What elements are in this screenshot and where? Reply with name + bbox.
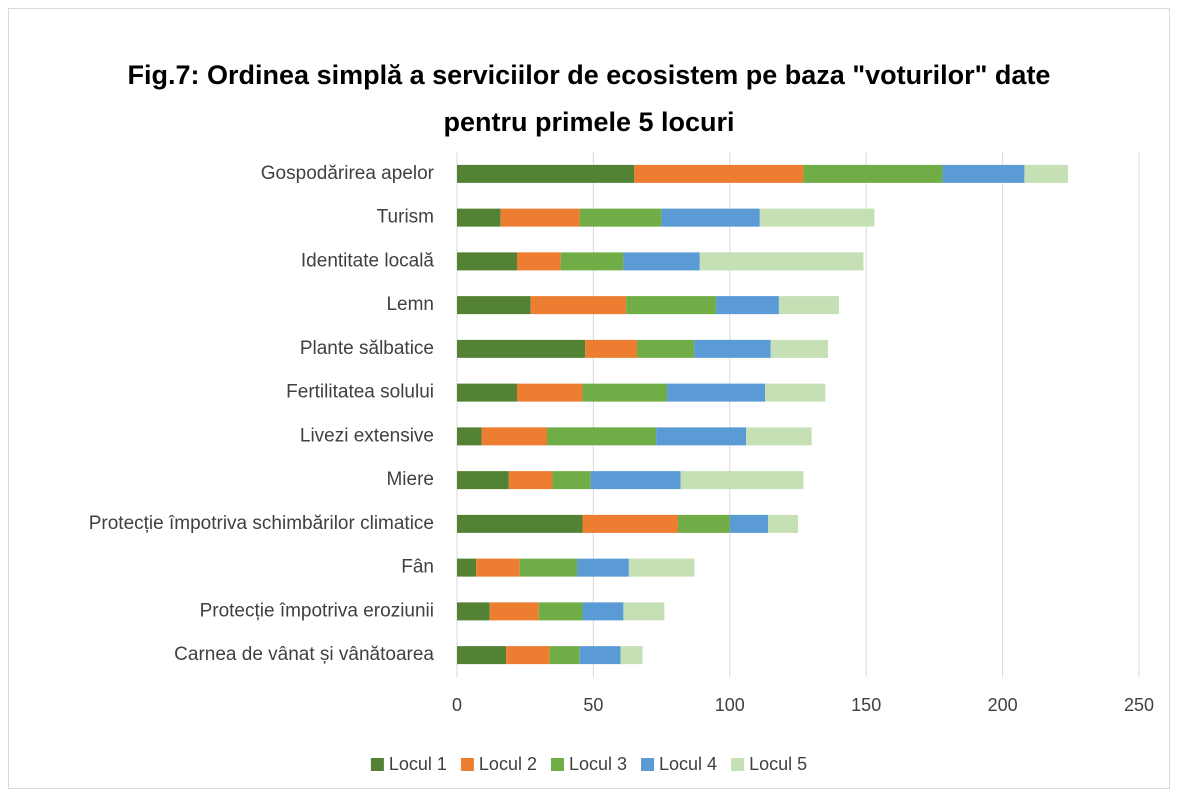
bar-segment xyxy=(457,339,586,358)
bar-segment xyxy=(457,296,531,315)
x-tick-label: 150 xyxy=(851,695,881,715)
legend-label: Locul 5 xyxy=(749,754,807,774)
bar-segment xyxy=(770,339,829,358)
bar-segment xyxy=(716,296,779,315)
y-tick-label: Protecție împotriva schimbărilor climati… xyxy=(89,513,434,534)
legend-label: Locul 2 xyxy=(479,754,537,774)
legend-swatch xyxy=(731,758,745,771)
bar-segment xyxy=(759,208,875,227)
y-tick-label: Lemn xyxy=(386,294,434,315)
bar-segment xyxy=(620,646,643,665)
legend-label: Locul 1 xyxy=(389,754,447,774)
bar-segment xyxy=(560,252,624,271)
bar-segment xyxy=(634,164,804,183)
bar-segment xyxy=(623,602,665,621)
bar-segment xyxy=(457,646,507,665)
chart-title: Fig.7: Ordinea simplă a serviciilor de e… xyxy=(127,60,1051,137)
bar-segment xyxy=(637,339,695,358)
bar-segment xyxy=(582,514,678,533)
bar-segment xyxy=(577,558,629,577)
bar-segment xyxy=(1024,164,1069,183)
legend-label: Locul 4 xyxy=(659,754,717,774)
bar-segment xyxy=(457,252,518,271)
bar-segment xyxy=(582,383,668,402)
bar-segment xyxy=(457,558,477,577)
bar-segment xyxy=(506,646,550,665)
bar-segment xyxy=(661,208,760,227)
y-tick-label: Plante sălbatice xyxy=(300,338,434,359)
bar-segment xyxy=(590,471,681,490)
y-tick-label: Miere xyxy=(386,469,434,490)
bar-segment xyxy=(457,514,583,533)
bar-segment xyxy=(628,558,695,577)
bar-segment xyxy=(579,208,662,227)
bar-segment xyxy=(547,427,657,446)
bar-segment xyxy=(767,514,798,533)
bar-segment xyxy=(626,296,717,315)
bar-segment xyxy=(538,602,583,621)
chart-border xyxy=(8,8,1170,789)
y-tick-label: Protecție împotriva eroziunii xyxy=(200,600,434,621)
bar-segment xyxy=(582,602,624,621)
x-tick-label: 0 xyxy=(452,695,462,715)
bar-segment xyxy=(677,514,730,533)
x-tick-label: 50 xyxy=(583,695,603,715)
bar-segment xyxy=(667,383,766,402)
bar-segment xyxy=(508,471,553,490)
legend-swatch xyxy=(460,758,474,771)
bar-segment xyxy=(457,602,490,621)
bar-segment xyxy=(457,208,501,227)
legend-swatch xyxy=(370,758,384,771)
bar-segment xyxy=(680,471,804,490)
bar-segment xyxy=(517,383,583,402)
bar-segment xyxy=(765,383,826,402)
bar-segment xyxy=(656,427,747,446)
bar-segment xyxy=(489,602,539,621)
bar-segment xyxy=(457,471,509,490)
bar-segment xyxy=(500,208,580,227)
bar-segment xyxy=(803,164,943,183)
legend-label: Locul 3 xyxy=(569,754,627,774)
legend-swatch xyxy=(641,758,655,771)
bar-segment xyxy=(519,558,578,577)
y-tick-label: Carnea de vânat și vânătoarea xyxy=(174,644,434,665)
bar-segment xyxy=(585,339,638,358)
y-tick-label: Turism xyxy=(377,207,434,228)
y-tick-label: Livezi extensive xyxy=(300,425,434,446)
bar-segment xyxy=(778,296,839,315)
bar-segment xyxy=(623,252,700,271)
x-tick-label: 250 xyxy=(1124,695,1154,715)
y-tick-label: Fertilitatea solului xyxy=(286,382,434,403)
bar-segment xyxy=(549,646,580,665)
bar-segment xyxy=(579,646,621,665)
x-tick-label: 100 xyxy=(715,695,745,715)
bar-segment xyxy=(746,427,812,446)
legend-swatch xyxy=(550,758,564,771)
bar-segment xyxy=(457,427,482,446)
bar-segment xyxy=(517,252,561,271)
bar-segment xyxy=(481,427,548,446)
x-tick-label: 200 xyxy=(988,695,1018,715)
y-tick-label: Fân xyxy=(401,557,434,578)
y-tick-label: Identitate locală xyxy=(301,250,435,271)
bar-segment xyxy=(530,296,627,315)
bar-segment xyxy=(552,471,591,490)
bar-segment xyxy=(694,339,771,358)
bar-segment xyxy=(457,164,635,183)
bar-segment xyxy=(729,514,768,533)
bar-segment xyxy=(699,252,864,271)
y-tick-label: Gospodărirea apelor xyxy=(261,163,435,184)
bar-segment xyxy=(457,383,518,402)
bar-segment xyxy=(476,558,520,577)
bar-segment xyxy=(942,164,1025,183)
